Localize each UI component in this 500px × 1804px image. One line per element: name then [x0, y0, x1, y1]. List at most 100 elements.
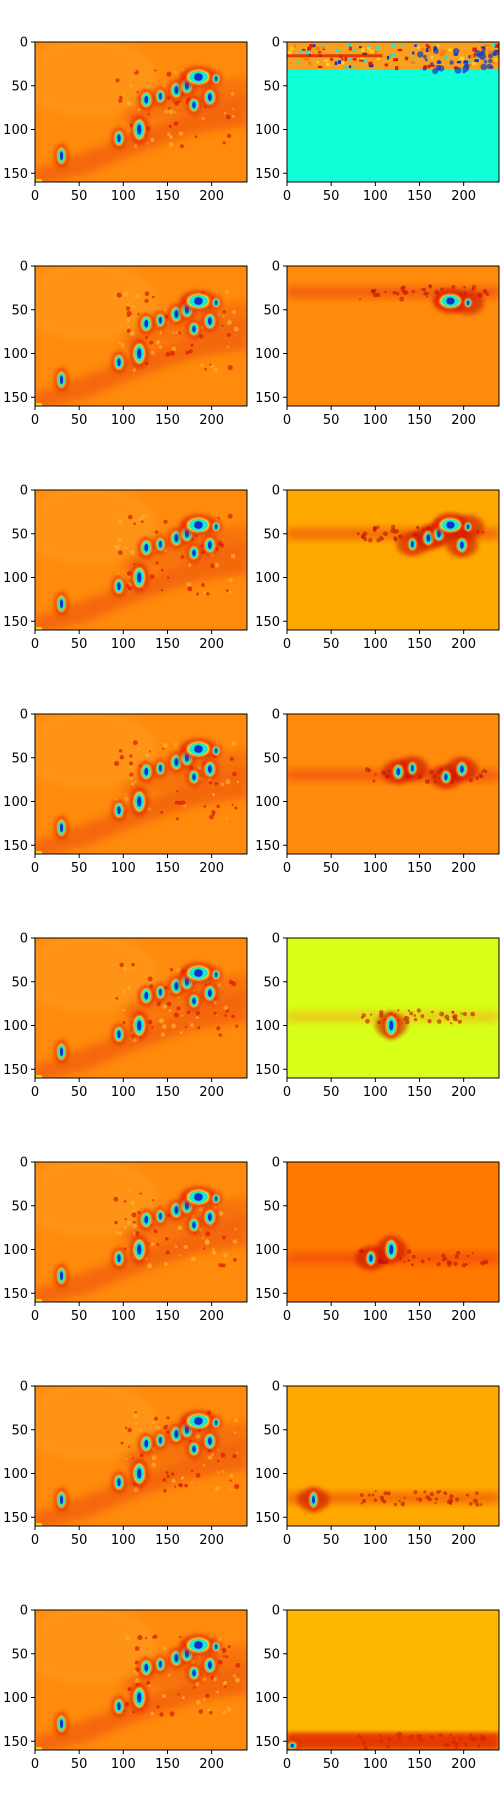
speckle — [119, 754, 125, 760]
data-blob-core — [410, 765, 414, 772]
axes-frame — [286, 713, 500, 855]
band-speckle — [421, 48, 425, 52]
band-speckle — [451, 1010, 455, 1014]
speckle — [203, 105, 207, 109]
speckle — [151, 1455, 157, 1461]
haze — [35, 1610, 158, 1685]
y-tick-label: 150 — [255, 1063, 280, 1078]
x-tick-label: 0 — [31, 1085, 39, 1100]
speckle — [213, 1677, 217, 1681]
x-tick-label: 100 — [363, 1757, 388, 1772]
x-tick-label: 100 — [111, 861, 136, 876]
x-tick-label: 150 — [407, 1085, 432, 1100]
speckle — [168, 107, 171, 110]
band-speckle — [420, 1259, 425, 1264]
x-tick-label: 50 — [71, 861, 88, 876]
band-speckle — [494, 43, 499, 48]
speckle — [133, 1669, 137, 1673]
band-speckle — [317, 65, 323, 69]
speckle — [180, 1477, 184, 1480]
heatmap-panel-r0-c0 — [35, 42, 247, 182]
band-speckle — [402, 1018, 406, 1021]
data-blob-core — [117, 1030, 121, 1039]
speckle — [190, 1023, 195, 1028]
band-speckle — [399, 296, 405, 302]
band-speckle — [440, 49, 445, 54]
band-speckle — [347, 43, 352, 47]
speckle — [149, 340, 154, 345]
band-speckle — [359, 1493, 364, 1497]
speckle — [177, 996, 180, 999]
speckle — [220, 1212, 223, 1216]
data-blob-core — [137, 1468, 142, 1479]
x-tick-label: 0 — [283, 1757, 291, 1772]
data-blob-core — [396, 768, 401, 776]
speckle — [177, 1225, 183, 1230]
speckle — [217, 541, 223, 547]
speckle — [127, 1445, 131, 1448]
data-blob-core — [214, 748, 218, 754]
axes-frame — [286, 937, 500, 1079]
x-tick-label: 100 — [363, 861, 388, 876]
speckle — [165, 1424, 168, 1428]
panel-background — [287, 714, 499, 854]
data-blob-core — [174, 758, 179, 766]
speckle — [221, 1470, 224, 1473]
band-speckle — [481, 771, 484, 774]
band-speckle — [334, 61, 338, 65]
y-tick-label: 50 — [11, 1199, 28, 1214]
band-speckle — [424, 58, 428, 62]
speckle — [228, 979, 234, 985]
speckle — [128, 761, 134, 766]
speckle — [144, 291, 150, 297]
x-tick-label: 200 — [199, 1309, 224, 1324]
band-speckle — [391, 44, 397, 48]
speckle — [197, 766, 202, 770]
data-blob-core — [192, 1669, 196, 1677]
data-blob-core — [426, 534, 431, 542]
speckle — [115, 1231, 120, 1235]
band-speckle — [352, 57, 357, 61]
speckle — [168, 1009, 172, 1013]
speckle — [114, 1220, 118, 1225]
speckle — [117, 518, 123, 524]
band-speckle — [325, 62, 330, 66]
speckle — [234, 1483, 240, 1490]
data-blob-core — [207, 1661, 212, 1669]
band-speckle — [425, 43, 429, 47]
speckle — [214, 562, 220, 568]
band-speckle — [416, 526, 419, 530]
speckle — [236, 1451, 239, 1454]
band-speckle — [330, 57, 334, 61]
band-speckle — [335, 48, 341, 53]
speckle — [200, 363, 205, 367]
band-speckle — [362, 58, 367, 63]
speckle — [229, 1473, 234, 1478]
band-speckle — [359, 298, 362, 301]
speckle — [151, 295, 155, 299]
data-blob-core — [466, 300, 470, 306]
x-tick-label: 100 — [363, 637, 388, 652]
speckle — [174, 1244, 179, 1248]
data-blob-core — [194, 1641, 203, 1649]
x-tick-label: 150 — [407, 637, 432, 652]
speckle — [205, 1231, 211, 1237]
band-speckle — [454, 1254, 459, 1259]
speckle — [119, 962, 124, 968]
speckle — [225, 779, 231, 785]
speckle — [234, 806, 238, 810]
panel-background — [287, 490, 499, 630]
band-speckle — [409, 1011, 414, 1016]
x-tick-label: 50 — [71, 1757, 88, 1772]
y-tick-label: 50 — [263, 527, 280, 542]
x-tick-label: 200 — [199, 1533, 224, 1548]
axes-frame — [286, 1609, 500, 1751]
speckle — [183, 1244, 188, 1250]
speckle — [137, 108, 141, 112]
upper-band — [123, 301, 247, 350]
speckle — [231, 803, 234, 807]
data-blob-core — [174, 1430, 179, 1438]
band-speckle — [473, 53, 476, 58]
band-speckle — [434, 289, 439, 295]
band-speckle — [363, 537, 368, 542]
